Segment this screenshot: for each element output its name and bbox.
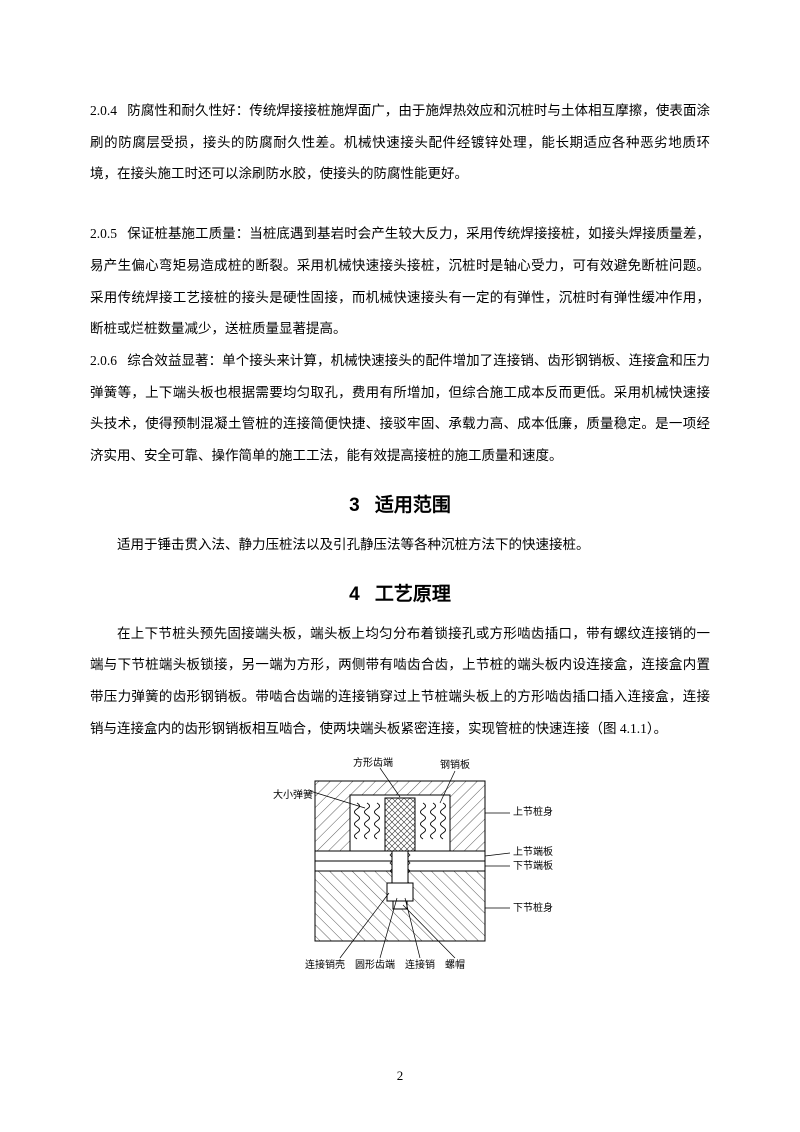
heading-3: 3 适用范围: [90, 490, 710, 517]
label-connection-pin: 连接销: [405, 958, 435, 971]
paragraph-text: 防腐性和耐久性好：传统焊接接桩施焊面广，由于施焊热效应和沉桩时与土体相互摩擦，使…: [90, 103, 710, 181]
paragraph-204: 2.0.4 防腐性和耐久性好：传统焊接接桩施焊面广，由于施焊热效应和沉桩时与土体…: [90, 95, 710, 190]
paragraph-206: 2.0.6 综合效益显著：单个接头来计算，机械快速接头的配件增加了连接销、齿形钢…: [90, 345, 710, 472]
section-4-intro: 在上下节桩头预先固接端头板，端头板上均匀分布着锁接孔或方形啮齿插口，带有螺纹连接…: [90, 618, 710, 745]
spacer: [90, 190, 710, 218]
label-spring: 大小弹簧: [273, 788, 313, 801]
heading-number: 3: [349, 495, 360, 516]
section-number: 2.0.6: [90, 353, 117, 368]
label-steel-pin-plate: 钢销板: [440, 758, 470, 771]
heading-number: 4: [349, 584, 360, 605]
section-3-intro: 适用于锤击贯入法、静力压桩法以及引孔静压法等各种沉桩方法下的快速接桩。: [90, 529, 710, 561]
label-upper-pile: 上节桩身: [513, 805, 553, 818]
label-square-tooth: 方形齿端: [353, 756, 393, 769]
page-number: 2: [0, 1068, 800, 1084]
label-nut: 螺帽: [445, 958, 465, 971]
heading-title: 工艺原理: [375, 584, 451, 605]
heading-4: 4 工艺原理: [90, 579, 710, 606]
label-lower-endplate: 下节端板: [513, 859, 553, 872]
section-number: 2.0.4: [90, 103, 117, 118]
label-lower-pile: 下节桩身: [513, 901, 553, 914]
paragraph-text: 综合效益显著：单个接头来计算，机械快速接头的配件增加了连接销、齿形钢销板、连接盒…: [90, 353, 710, 463]
label-upper-endplate: 上节端板: [513, 845, 553, 858]
heading-title: 适用范围: [375, 495, 451, 516]
section-number: 2.0.5: [90, 226, 117, 241]
technical-diagram: 大小弹簧 方形齿端 钢销板 上节桩身 上节端板 下节端板 下节桩身 连接销壳 圆…: [245, 753, 555, 973]
label-pin-shell: 连接销壳: [305, 958, 345, 971]
paragraph-205: 2.0.5 保证桩基施工质量：当桩底遇到基岩时会产生较大反力，采用传统焊接接桩，…: [90, 218, 710, 345]
label-round-tooth: 圆形齿端: [355, 958, 395, 971]
diagram-container: 大小弹簧 方形齿端 钢销板 上节桩身 上节端板 下节端板 下节桩身 连接销壳 圆…: [90, 753, 710, 973]
paragraph-text: 保证桩基施工质量：当桩底遇到基岩时会产生较大反力，采用传统焊接接桩，如接头焊接质…: [90, 226, 710, 336]
